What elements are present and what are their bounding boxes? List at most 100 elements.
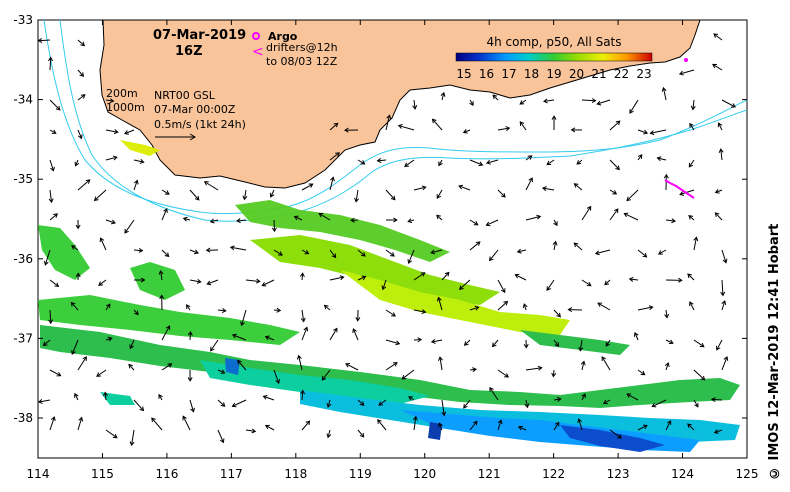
current-arrow: [105, 219, 116, 225]
current-arrow: [689, 122, 695, 131]
current-arrow: [49, 369, 62, 377]
current-arrow: [522, 303, 528, 311]
map-date: 07-Mar-2019: [153, 28, 246, 43]
current-arrow: [491, 339, 499, 348]
x-tick-label: 125: [736, 467, 759, 481]
current-arrow: [262, 394, 275, 401]
current-arrow: [77, 69, 85, 77]
current-arrow: [217, 369, 226, 374]
current-arrow: [485, 159, 499, 165]
current-arrow: [553, 219, 558, 227]
current-arrow: [553, 309, 561, 318]
current-arrow: [546, 159, 555, 166]
current-arrow: [713, 33, 723, 41]
current-arrow: [542, 98, 555, 104]
colorbar-tick-label: 23: [636, 67, 651, 81]
current-arrow: [577, 418, 583, 431]
y-tick-label: -37: [13, 331, 33, 345]
x-tick-label: 120: [413, 467, 436, 481]
current-arrow: [329, 275, 345, 281]
current-arrow: [182, 415, 191, 431]
current-arrow: [273, 307, 282, 313]
current-arrow: [413, 309, 427, 315]
current-arrow: [665, 277, 683, 283]
current-arrow: [385, 309, 396, 317]
current-arrow: [633, 331, 639, 341]
colorbar-title: 4h comp, p50, All Sats: [486, 35, 621, 49]
y-tick-label: -36: [13, 252, 33, 266]
argo-float-icon: [684, 58, 688, 62]
current-arrow: [609, 120, 621, 131]
x-tick-label: 121: [478, 467, 501, 481]
x-tick-label: 114: [27, 467, 50, 481]
current-arrow: [376, 158, 387, 163]
current-arrow: [601, 356, 611, 371]
current-arrow: [378, 399, 387, 406]
current-arrow: [182, 216, 191, 222]
current-arrow: [497, 279, 506, 294]
current-vectors: [38, 33, 736, 447]
current-arrow: [721, 300, 727, 311]
drifter-track: [664, 179, 695, 199]
current-arrow: [189, 399, 195, 413]
current-arrow: [38, 38, 51, 43]
current-arrow: [497, 369, 509, 378]
current-arrow: [717, 122, 723, 131]
current-arrow: [273, 369, 281, 384]
current-arrow: [105, 303, 111, 311]
current-arrow: [264, 335, 275, 341]
current-arrow: [385, 114, 392, 131]
current-arrow: [385, 339, 401, 346]
current-arrow: [217, 308, 227, 314]
current-arrow: [570, 127, 583, 133]
current-arrow: [431, 118, 443, 131]
current-arrow: [441, 399, 447, 417]
current-arrow: [206, 279, 219, 286]
current-arrow: [377, 419, 387, 431]
current-arrow: [712, 63, 723, 71]
current-arrow: [49, 159, 55, 172]
current-arrow: [517, 425, 527, 431]
current-arrow: [158, 393, 163, 401]
current-arrow: [357, 429, 365, 438]
current-arrow: [42, 339, 51, 347]
current-arrow: [541, 186, 555, 192]
current-arrow: [133, 399, 145, 412]
current-arrow: [687, 423, 695, 431]
current-arrow: [48, 309, 54, 325]
colorbar-tick-label: 21: [591, 67, 606, 81]
current-arrow: [469, 367, 477, 373]
current-arrow: [718, 148, 724, 161]
current-arrow: [49, 99, 61, 111]
current-arrow: [413, 337, 423, 343]
current-arrow: [133, 309, 139, 316]
current-arrow: [355, 309, 361, 322]
current-arrow: [133, 247, 144, 253]
current-arrow: [385, 217, 398, 223]
current-arrow: [609, 159, 620, 171]
current-arrow: [525, 365, 543, 371]
current-arrow: [489, 386, 499, 401]
current-arrow: [301, 326, 309, 341]
current-arrow: [261, 279, 275, 287]
current-arrow: [385, 189, 396, 201]
current-arrow: [637, 249, 648, 258]
current-arrow: [573, 183, 583, 191]
current-arrow: [649, 129, 667, 136]
current-arrow: [626, 393, 639, 401]
current-arrow: [98, 279, 107, 286]
x-tick-label: 122: [542, 467, 565, 481]
current-arrow: [519, 121, 527, 131]
vector-scale-label: 0.5m/s (1kt 24h): [154, 118, 246, 131]
current-arrow: [430, 338, 443, 344]
current-arrow: [678, 69, 695, 76]
current-arrow: [408, 396, 415, 401]
current-arrow: [404, 159, 415, 167]
current-arrow: [441, 271, 450, 281]
current-arrow: [385, 249, 395, 257]
current-arrow: [271, 219, 277, 233]
current-arrow: [296, 354, 303, 371]
current-arrow: [133, 277, 146, 283]
current-arrow: [49, 279, 60, 287]
